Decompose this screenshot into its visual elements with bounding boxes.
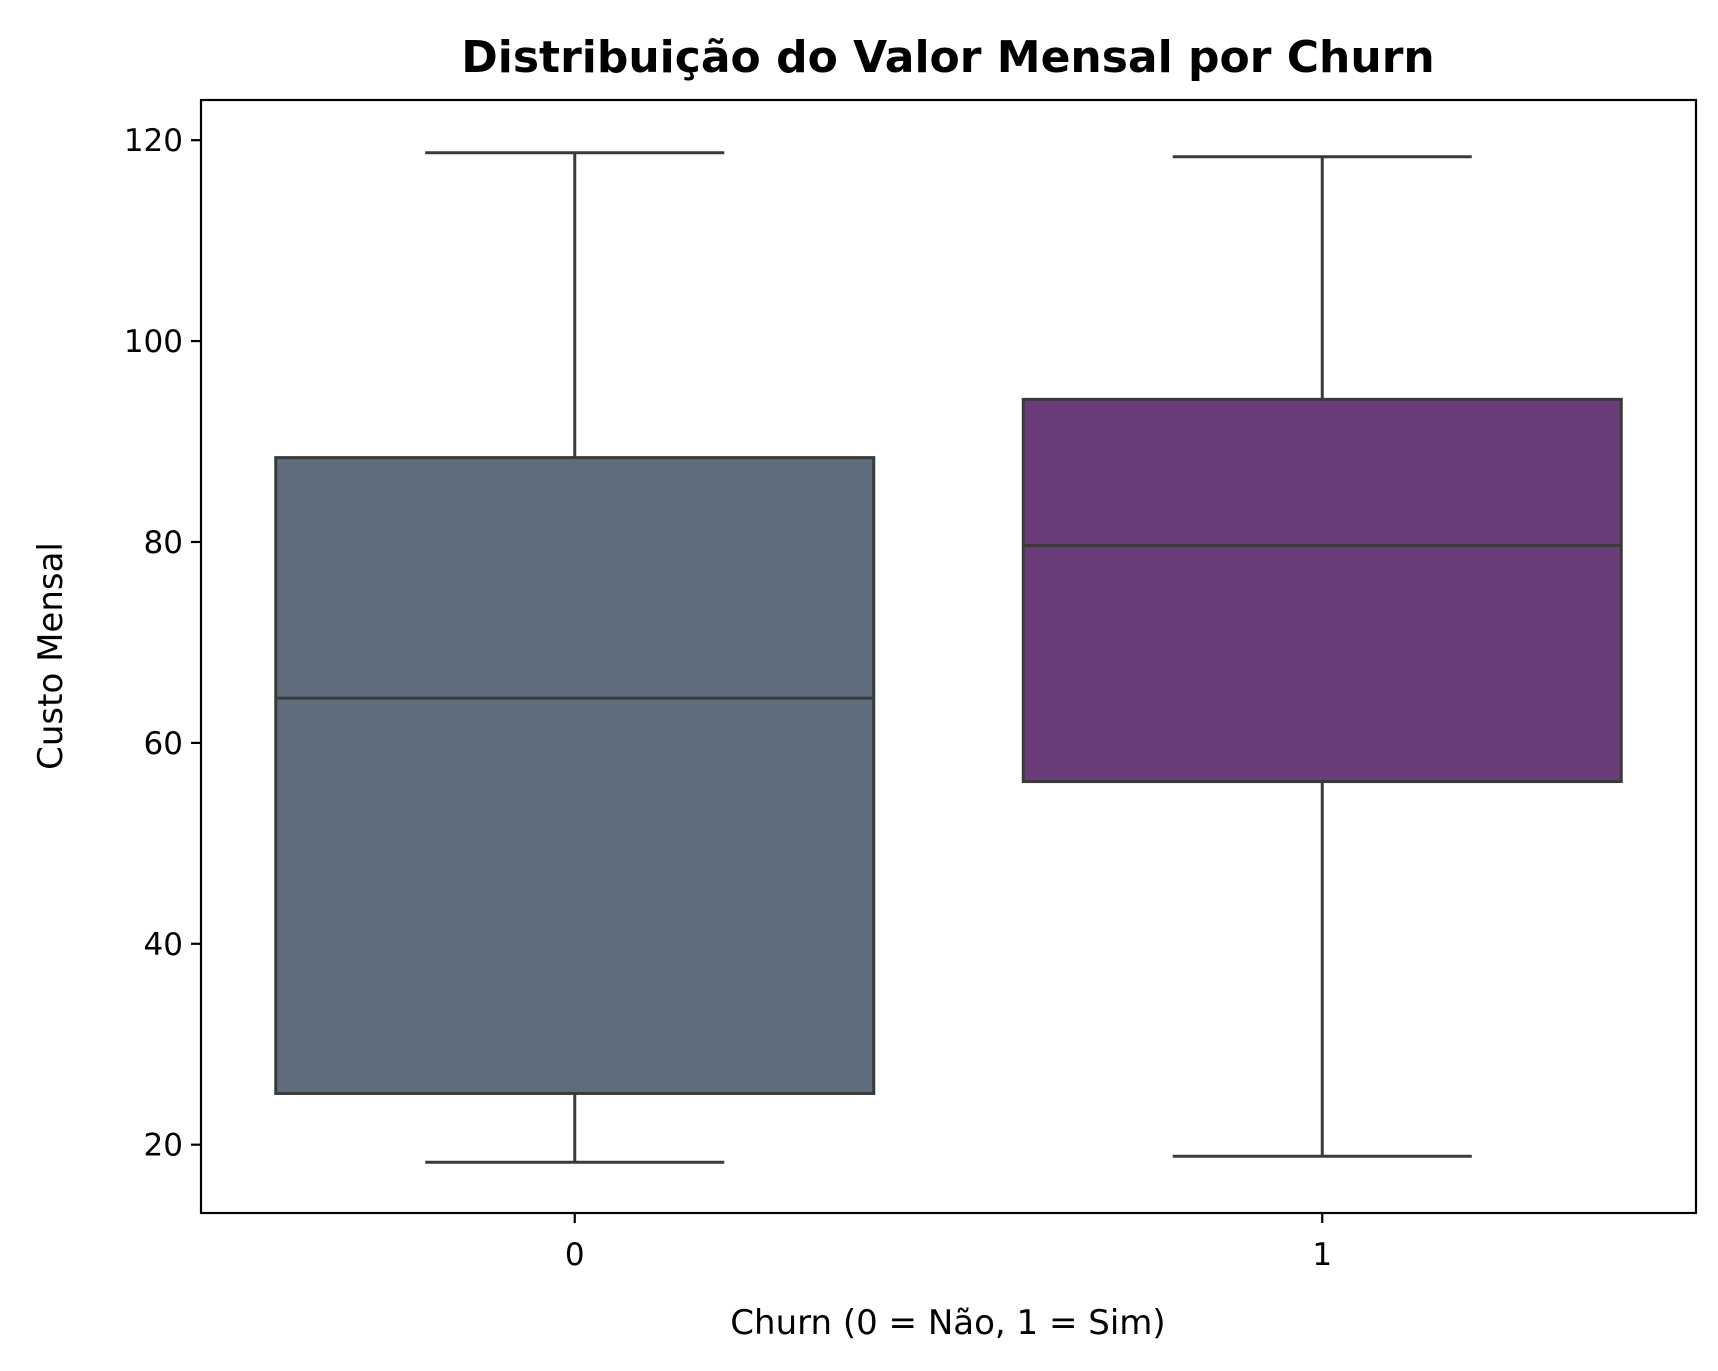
y-axis: 20 40 60 80 100 120 <box>124 123 201 1164</box>
box-1 <box>1021 397 1623 784</box>
chart-title: Distribuição do Valor Mensal por Churn <box>461 32 1434 83</box>
y-tick-label-60: 60 <box>144 726 183 762</box>
y-tick-label-100: 100 <box>124 324 183 360</box>
y-tick-label-20: 20 <box>144 1128 183 1164</box>
y-tick-label-120: 120 <box>124 123 183 159</box>
box-0 <box>274 456 876 1095</box>
x-tick-label-0: 0 <box>565 1237 585 1273</box>
plot-area <box>274 151 1623 1164</box>
axes-frame <box>199 98 1698 1215</box>
x-axis-label: Churn (0 = Não, 1 = Sim) <box>730 1303 1165 1343</box>
box-group-1 <box>1021 155 1623 1158</box>
y-tick-label-80: 80 <box>144 525 183 561</box>
y-tick-label-40: 40 <box>144 927 183 963</box>
box-group-0 <box>274 151 876 1164</box>
y-axis-label: Custo Mensal <box>31 542 71 770</box>
x-tick-label-1: 1 <box>1312 1237 1332 1273</box>
